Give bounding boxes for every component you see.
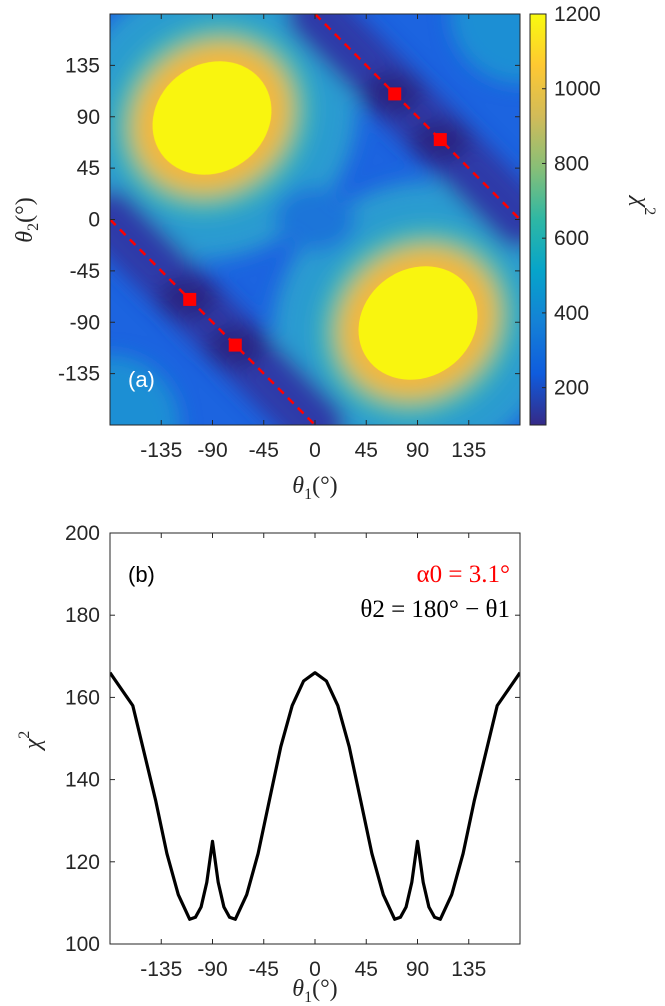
- colorbar-tick-label: 400: [554, 302, 589, 325]
- y-axis-label-b: χ2: [16, 731, 46, 752]
- colorbar-tick-label: 1200: [554, 3, 601, 26]
- dashed-line-1: [314, 14, 520, 221]
- x-tick-label-a: 0: [309, 439, 321, 462]
- x-tick-label-a: -135: [140, 439, 182, 462]
- colorbar-label: χ2: [628, 195, 658, 216]
- panel-label-a: (a): [128, 367, 155, 392]
- x-axis-label-b: θ1(°): [292, 976, 337, 1006]
- theta-relation-annotation: θ2 = 180° − θ1: [360, 596, 510, 623]
- panel-label-b: (b): [128, 562, 155, 587]
- x-tick-label-a: 135: [451, 439, 486, 462]
- minimum-marker-2: [433, 133, 447, 147]
- y-tick-label-b: 120: [65, 851, 100, 874]
- plot-area-b: [110, 533, 520, 944]
- y-tick-label-b: 160: [65, 686, 100, 709]
- minimum-marker-1: [388, 87, 402, 101]
- y-tick-label-a: 45: [77, 157, 100, 180]
- x-tick-label-b: 0: [309, 958, 321, 981]
- y-axis-label-a: θ2(°): [12, 197, 42, 242]
- y-tick-label-a: -90: [70, 311, 100, 334]
- x-tick-label-b: 135: [451, 958, 486, 981]
- heatmap-panel: -135 -90 -45 0 45 90 135 135 90 45 0 -45 -90 -135 (a…: [12, 3, 658, 503]
- y-tick-label-a: -135: [58, 363, 100, 386]
- y-tick-label-b: 180: [65, 604, 100, 627]
- y-tick-label-b: 140: [65, 769, 100, 792]
- x-tick-label-b: 45: [355, 958, 378, 981]
- y-tick-label-a: 135: [65, 54, 100, 77]
- alpha-annotation: α0 = 3.1°: [417, 561, 510, 588]
- x-axis-label-a: θ1(°): [292, 473, 337, 503]
- x-tick-label-b: 90: [406, 958, 429, 981]
- maximum-region-upper-left: [152, 61, 272, 175]
- minimum-marker-4: [228, 338, 242, 352]
- y-tick-label-b: 200: [65, 522, 100, 545]
- line-panel: -135 -90 -45 0 45 90 135 200 180 160 140 120 100 (b…: [16, 522, 521, 1006]
- x-tick-label-a: -45: [249, 439, 279, 462]
- x-tick-label-b: -45: [249, 958, 279, 981]
- x-tick-label-b: -135: [140, 958, 182, 981]
- x-tick-label-a: 90: [406, 439, 429, 462]
- maximum-region-lower-right: [358, 266, 478, 380]
- colorbar-tick-label: 1000: [554, 78, 601, 101]
- y-tick-label-a: -45: [70, 260, 100, 283]
- colorbar-tick-label: 600: [554, 227, 589, 250]
- y-tick-label-a: 90: [77, 106, 100, 129]
- y-tick-label-a: 0: [88, 209, 100, 232]
- chi2-line: [110, 671, 520, 921]
- dashed-line-2: [110, 218, 316, 425]
- colorbar-tick-label: 200: [554, 377, 589, 400]
- y-tick-label-b: 100: [65, 933, 100, 956]
- x-tick-label-b: -90: [197, 958, 227, 981]
- colorbar: [529, 13, 547, 426]
- colorbar-tick-label: 800: [554, 152, 589, 175]
- minimum-marker-3: [183, 292, 197, 306]
- x-tick-label-a: -90: [197, 439, 227, 462]
- x-tick-label-a: 45: [355, 439, 378, 462]
